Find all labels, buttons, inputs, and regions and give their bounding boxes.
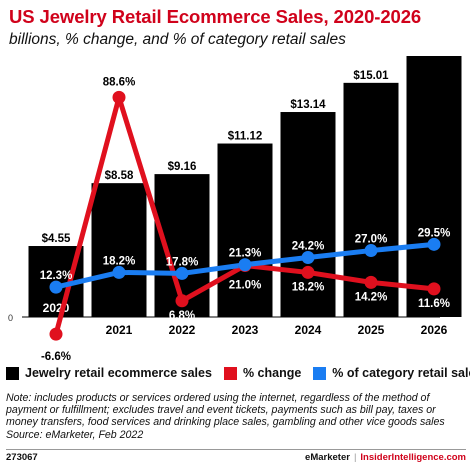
category-share-point-2026 <box>427 237 441 251</box>
bar-label-2024: $13.14 <box>290 99 326 111</box>
bar-2024 <box>280 112 336 318</box>
category-share-point-2020 <box>49 280 63 294</box>
note-text: Note: includes products or services orde… <box>6 392 445 429</box>
bar-label-2023: $11.12 <box>228 131 263 143</box>
footer: 273067 eMarketer | InsiderIntelligence.com <box>6 452 466 466</box>
pct-change-point-2025 <box>364 275 378 289</box>
bar-label-2025: $15.01 <box>353 70 389 82</box>
legend-swatch-category-share <box>313 366 327 380</box>
pct-change-label-2020: -6.6% <box>41 351 71 361</box>
chart-note: Note: includes products or services orde… <box>6 392 466 441</box>
legend-swatch-change <box>223 366 237 380</box>
source-text: Source: eMarketer, Feb 2022 <box>6 428 144 441</box>
pct-change-point-2024 <box>301 265 315 279</box>
x-tick-label-2024: 2024 <box>295 323 322 337</box>
pct-change-label-2024: 18.2% <box>292 281 325 293</box>
pct-change-point-2020 <box>49 327 63 341</box>
category-share-point-2025 <box>364 244 378 258</box>
category-share-label-2026: 29.5% <box>418 227 451 239</box>
footer-divider <box>6 449 466 450</box>
brand-emarketer: eMarketer <box>305 452 350 463</box>
legend-item-change: % change <box>223 366 302 380</box>
category-share-point-2022 <box>175 266 189 280</box>
category-share-point-2023 <box>238 258 252 272</box>
pct-change-label-2021: 88.6% <box>103 76 136 88</box>
category-share-label-2021: 18.2% <box>103 255 136 267</box>
legend-label-sales: Jewelry retail ecommerce sales <box>25 366 212 380</box>
x-tick-label-2021: 2021 <box>106 323 133 337</box>
chart-title: US Jewelry Retail Ecommerce Sales, 2020-… <box>9 6 422 27</box>
category-share-label-2025: 27.0% <box>355 234 388 246</box>
footer-brand: eMarketer | InsiderIntelligence.com <box>305 452 466 463</box>
brand-separator: | <box>353 452 357 463</box>
legend-item-sales: Jewelry retail ecommerce sales <box>6 366 212 380</box>
legend-label-change: % change <box>242 366 302 380</box>
pct-change-label-2023: 21.0% <box>229 279 262 291</box>
x-tick-label-2025: 2025 <box>358 323 385 337</box>
chart-subtitle: billions, % change, and % of category re… <box>9 31 346 48</box>
pct-change-point-2022 <box>175 294 189 308</box>
legend-item-category-share: % of category retail sales <box>313 366 470 380</box>
chart-legend: Jewelry retail ecommerce sales % change … <box>6 364 470 382</box>
category-share-point-2024 <box>301 251 315 265</box>
y-axis-zero-label: 0 <box>8 313 13 323</box>
category-share-label-2022: 17.8% <box>166 256 199 268</box>
combo-chart: 0$4.55$8.58$9.16$11.12$13.14$15.01$16.76… <box>8 56 462 361</box>
pct-change-label-2026: 11.6% <box>418 298 450 310</box>
chart-id: 273067 <box>6 452 38 463</box>
pct-change-point-2021 <box>112 90 126 104</box>
bar-label-2021: $8.58 <box>105 170 134 182</box>
bar-2026 <box>406 56 462 317</box>
x-tick-label-2023: 2023 <box>232 323 259 337</box>
pct-change-label-2025: 14.2% <box>355 291 388 303</box>
x-tick-label-2022: 2022 <box>169 323 196 337</box>
legend-swatch-sales <box>6 366 19 380</box>
category-share-point-2021 <box>112 265 126 279</box>
bar-label-2022: $9.16 <box>168 161 197 173</box>
legend-label-category-share: % of category retail sales <box>332 366 470 380</box>
pct-change-label-2022: 6.8% <box>169 310 195 322</box>
x-tick-label-2026: 2026 <box>421 323 448 337</box>
bar-label-2020: $4.55 <box>42 233 71 245</box>
brand-insider-intelligence: InsiderIntelligence.com <box>360 452 466 463</box>
category-share-label-2024: 24.2% <box>292 241 325 253</box>
bar-2023 <box>217 143 273 317</box>
category-share-label-2023: 21.3% <box>229 248 262 260</box>
bar-2021 <box>91 183 147 317</box>
category-share-label-2020: 12.3% <box>40 270 73 282</box>
pct-change-point-2026 <box>427 282 441 296</box>
